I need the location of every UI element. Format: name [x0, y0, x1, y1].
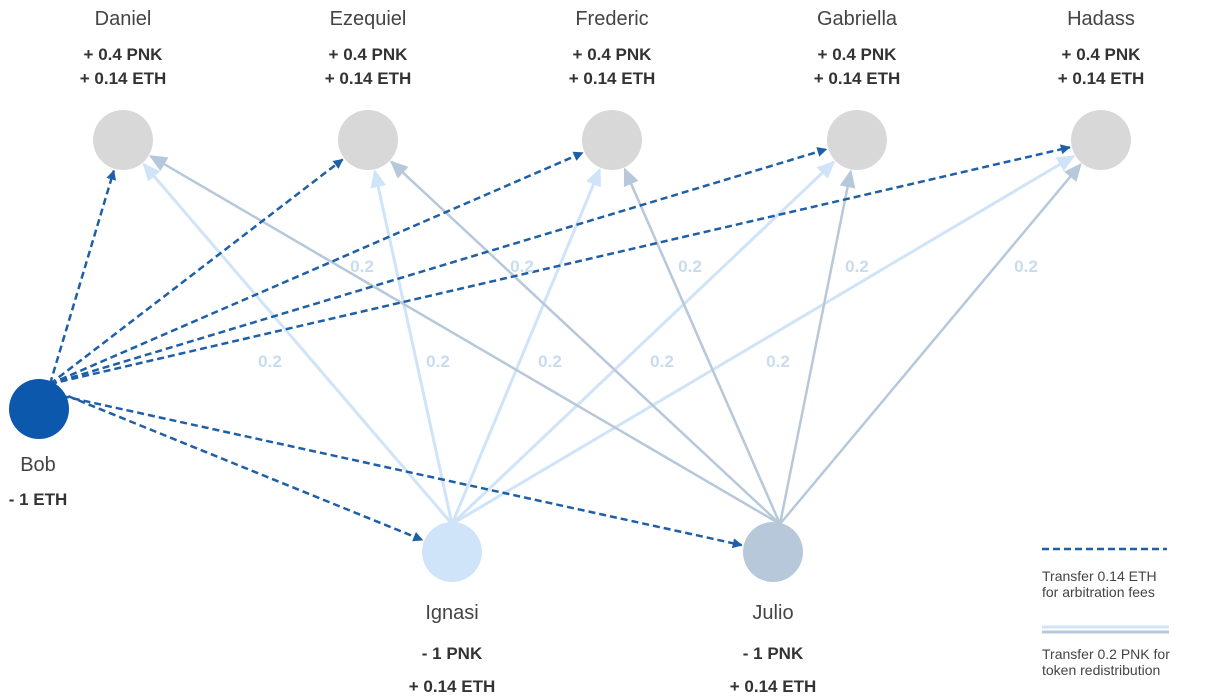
juror-eth-julio: + 0.14 ETH [729, 677, 817, 696]
flow-label-julio-frederic: 0.2 [678, 257, 702, 276]
juror-name-daniel: Daniel [94, 8, 152, 30]
flow-label-ignasi-daniel: 0.2 [258, 352, 282, 371]
flow-label-ignasi-frederic: 0.2 [538, 352, 562, 371]
node-daniel [93, 110, 153, 170]
juror-pnk-gabriella: + 0.4 PNK [817, 45, 897, 64]
flow-label-julio-daniel: 0.2 [350, 257, 374, 276]
pnk-edge-julio-hadass [779, 163, 1082, 525]
pnk-edges-from-ignasi [142, 155, 1076, 526]
juror-eth-ezequiel: + 0.14 ETH [324, 69, 412, 88]
node-bob [9, 379, 69, 439]
juror-pnk-ignasi: - 1 PNK [421, 644, 483, 663]
juror-pnk-julio: - 1 PNK [742, 644, 804, 663]
juror-pnk-frederic: + 0.4 PNK [572, 45, 652, 64]
eth-edges-from-bob [48, 144, 1071, 549]
juror-eth-gabriella: + 0.14 ETH [813, 69, 901, 88]
node-ignasi [422, 522, 482, 582]
node-frederic [582, 110, 642, 170]
pnk-edge-julio-daniel [148, 155, 781, 526]
juror-pnk-daniel: + 0.4 PNK [83, 45, 163, 64]
legend-eth-text: Transfer 0.14 ETH for arbitration fees [1042, 568, 1157, 600]
juror-name-hadass: Hadass [1067, 8, 1135, 30]
flow-label-julio-ezequiel: 0.2 [510, 257, 534, 276]
nodes [9, 110, 1131, 582]
pnk-edge-julio-frederic [623, 167, 782, 525]
payer-eth-bob: - 1 ETH [8, 490, 68, 509]
payer-name-bob: Bob [20, 454, 56, 476]
eth-edge-bob-daniel [48, 169, 117, 385]
juror-name-ezequiel: Ezequiel [329, 8, 407, 30]
juror-pnk-ezequiel: + 0.4 PNK [328, 45, 408, 64]
juror-name-gabriella: Gabriella [816, 8, 898, 30]
pnk-edge-julio-ezequiel [389, 160, 781, 525]
pnk-edges-from-julio [148, 155, 1082, 526]
juror-eth-daniel: + 0.14 ETH [79, 69, 167, 88]
pnk-edge-ignasi-daniel [142, 162, 454, 525]
flow-label-ignasi-gabriella: 0.2 [650, 352, 674, 371]
flow-label-ignasi-hadass: 0.2 [766, 352, 790, 371]
flow-label-ignasi-ezequiel: 0.2 [426, 352, 450, 371]
juror-pnk-hadass: + 0.4 PNK [1061, 45, 1141, 64]
node-julio [743, 522, 803, 582]
node-gabriella [827, 110, 887, 170]
juror-name-frederic: Frederic [575, 8, 649, 30]
eth-edge-bob-frederic [49, 151, 584, 386]
juror-name-julio: Julio [752, 602, 794, 624]
juror-eth-ignasi: + 0.14 ETH [408, 677, 496, 696]
juror-eth-hadass: + 0.14 ETH [1057, 69, 1145, 88]
juror-eth-frederic: + 0.14 ETH [568, 69, 656, 88]
pnk-edge-ignasi-gabriella [450, 160, 836, 526]
pnk-edge-ignasi-frederic [450, 167, 602, 525]
node-hadass [1071, 110, 1131, 170]
flow-label-julio-hadass: 0.2 [1014, 257, 1038, 276]
node-ezequiel [338, 110, 398, 170]
pnk-edge-ignasi-hadass [451, 155, 1076, 526]
pnk-edge-ignasi-ezequiel [370, 169, 454, 525]
eth-edge-bob-hadass [49, 144, 1071, 386]
pnk-edge-julio-gabriella [778, 169, 856, 525]
legend-pnk-text: Transfer 0.2 PNK for token redistributio… [1042, 646, 1170, 678]
eth-edge-bob-ezequiel [49, 158, 344, 385]
eth-edge-bob-julio [61, 394, 743, 549]
juror-name-ignasi: Ignasi [425, 602, 479, 624]
flow-label-julio-gabriella: 0.2 [845, 257, 869, 276]
eth-edge-bob-ignasi [57, 390, 424, 542]
eth-edge-bob-gabriella [49, 147, 828, 386]
